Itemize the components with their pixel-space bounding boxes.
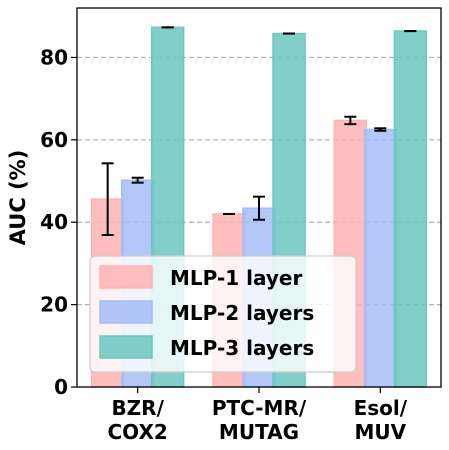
legend: MLP-1 layer MLP-2 layers MLP-3 layers: [89, 255, 357, 373]
legend-swatch: [99, 335, 153, 359]
legend-swatch: [99, 265, 153, 289]
x-tick-label: Esol/: [354, 396, 408, 420]
error-bars: [101, 26, 417, 236]
y-tick-label: 20: [40, 293, 68, 317]
y-axis-ticks: 0 20 40 60 80: [40, 45, 77, 399]
legend-label: MLP-3 layers: [170, 336, 314, 360]
y-tick-label: 40: [40, 210, 68, 234]
x-tick-label: BZR/: [111, 396, 164, 420]
legend-label: MLP-1 layer: [170, 266, 302, 290]
x-tick-label: MUV: [355, 420, 407, 444]
legend-box: [89, 255, 357, 373]
bar: [393, 30, 428, 388]
x-tick-label: COX2: [108, 420, 168, 444]
y-tick-label: 60: [40, 128, 68, 152]
legend-swatch: [99, 300, 153, 324]
y-axis-title: AUC (%): [6, 150, 30, 246]
x-tick-label: PTC-MR/: [212, 396, 307, 420]
y-tick-label: 0: [54, 375, 68, 399]
y-tick-label: 80: [40, 45, 68, 69]
x-axis-ticks: BZR/COX2 PTC-MR/MUTAG Esol/MUV: [108, 387, 408, 444]
x-tick-label: MUTAG: [219, 420, 299, 444]
legend-label: MLP-2 layers: [170, 301, 314, 325]
bar: [363, 128, 398, 388]
